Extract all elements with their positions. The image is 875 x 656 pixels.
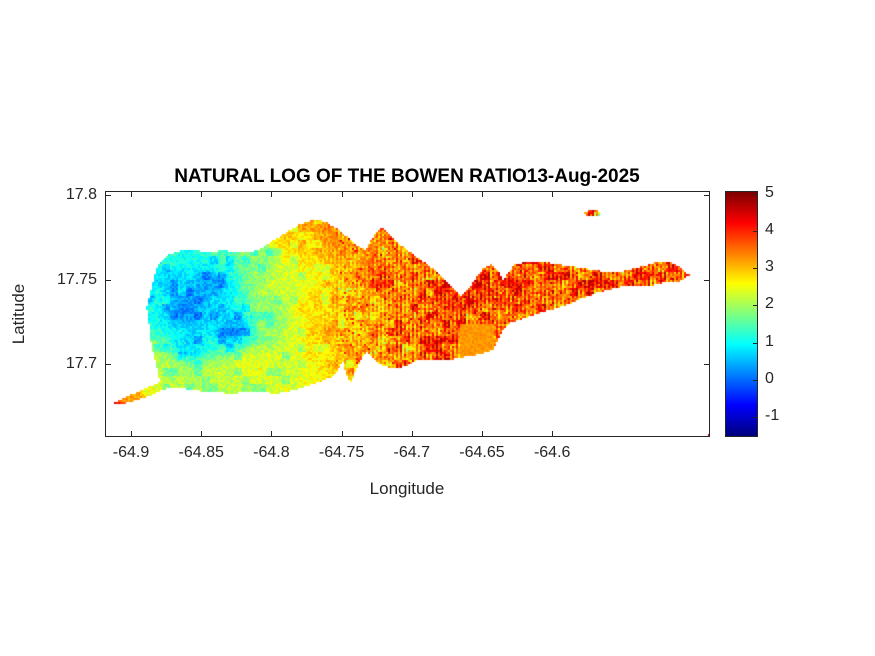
x-tick-mark xyxy=(271,431,273,436)
x-tick-mark xyxy=(411,431,413,436)
bowen-ratio-heatmap xyxy=(106,192,709,436)
x-tick-mark xyxy=(411,192,413,197)
colorbar-tick-mark xyxy=(753,342,757,344)
y-tick-mark xyxy=(106,363,111,365)
colorbar-tick-mark xyxy=(753,231,757,233)
y-tick-label: 17.7 xyxy=(65,354,97,372)
colorbar-tick-label: 4 xyxy=(765,221,774,239)
colorbar-gradient xyxy=(726,192,757,436)
y-tick-mark xyxy=(704,363,709,365)
x-tick-mark xyxy=(201,192,203,197)
x-tick-mark xyxy=(552,431,554,436)
x-tick-mark xyxy=(271,192,273,197)
x-tick-label: -64.75 xyxy=(318,444,365,461)
x-tick-mark xyxy=(481,192,483,197)
y-tick-label: 17.8 xyxy=(65,186,97,204)
colorbar-tick-label: 2 xyxy=(765,295,774,313)
chart-title: NATURAL LOG OF THE BOWEN RATIO13-Aug-202… xyxy=(174,166,640,187)
x-tick-mark xyxy=(130,192,132,197)
x-tick-label: -64.85 xyxy=(178,444,224,461)
colorbar-tick-label: 0 xyxy=(765,369,774,387)
y-tick-mark xyxy=(704,279,709,281)
colorbar-tick-mark xyxy=(753,305,757,307)
colorbar xyxy=(725,191,758,437)
x-tick-mark xyxy=(341,431,343,436)
colorbar-tick-label: 5 xyxy=(765,183,774,201)
x-tick-label: -64.65 xyxy=(459,444,505,461)
colorbar-tick-label: 3 xyxy=(765,258,774,276)
x-tick-mark xyxy=(201,431,203,436)
x-tick-label: -64.6 xyxy=(533,444,571,461)
colorbar-tick-mark xyxy=(753,193,757,195)
x-tick-mark xyxy=(481,431,483,436)
x-tick-mark xyxy=(130,431,132,436)
map-axes xyxy=(105,191,710,437)
y-tick-mark xyxy=(106,279,111,281)
x-tick-mark xyxy=(341,192,343,197)
x-tick-label: -64.7 xyxy=(393,444,431,461)
y-tick-mark xyxy=(106,195,111,197)
x-tick-label: -64.9 xyxy=(112,444,150,461)
x-axis-label: Longitude xyxy=(369,479,445,498)
x-tick-label: -64.8 xyxy=(253,444,290,461)
colorbar-tick-mark xyxy=(753,379,757,381)
y-tick-label: 17.75 xyxy=(56,270,97,288)
colorbar-tick-label: -1 xyxy=(765,407,780,425)
colorbar-tick-label: 1 xyxy=(765,332,774,350)
x-tick-mark xyxy=(552,192,554,197)
y-axis-label: Latitude xyxy=(9,283,28,345)
y-tick-mark xyxy=(704,195,709,197)
colorbar-tick-mark xyxy=(753,268,757,270)
colorbar-tick-mark xyxy=(753,417,757,419)
